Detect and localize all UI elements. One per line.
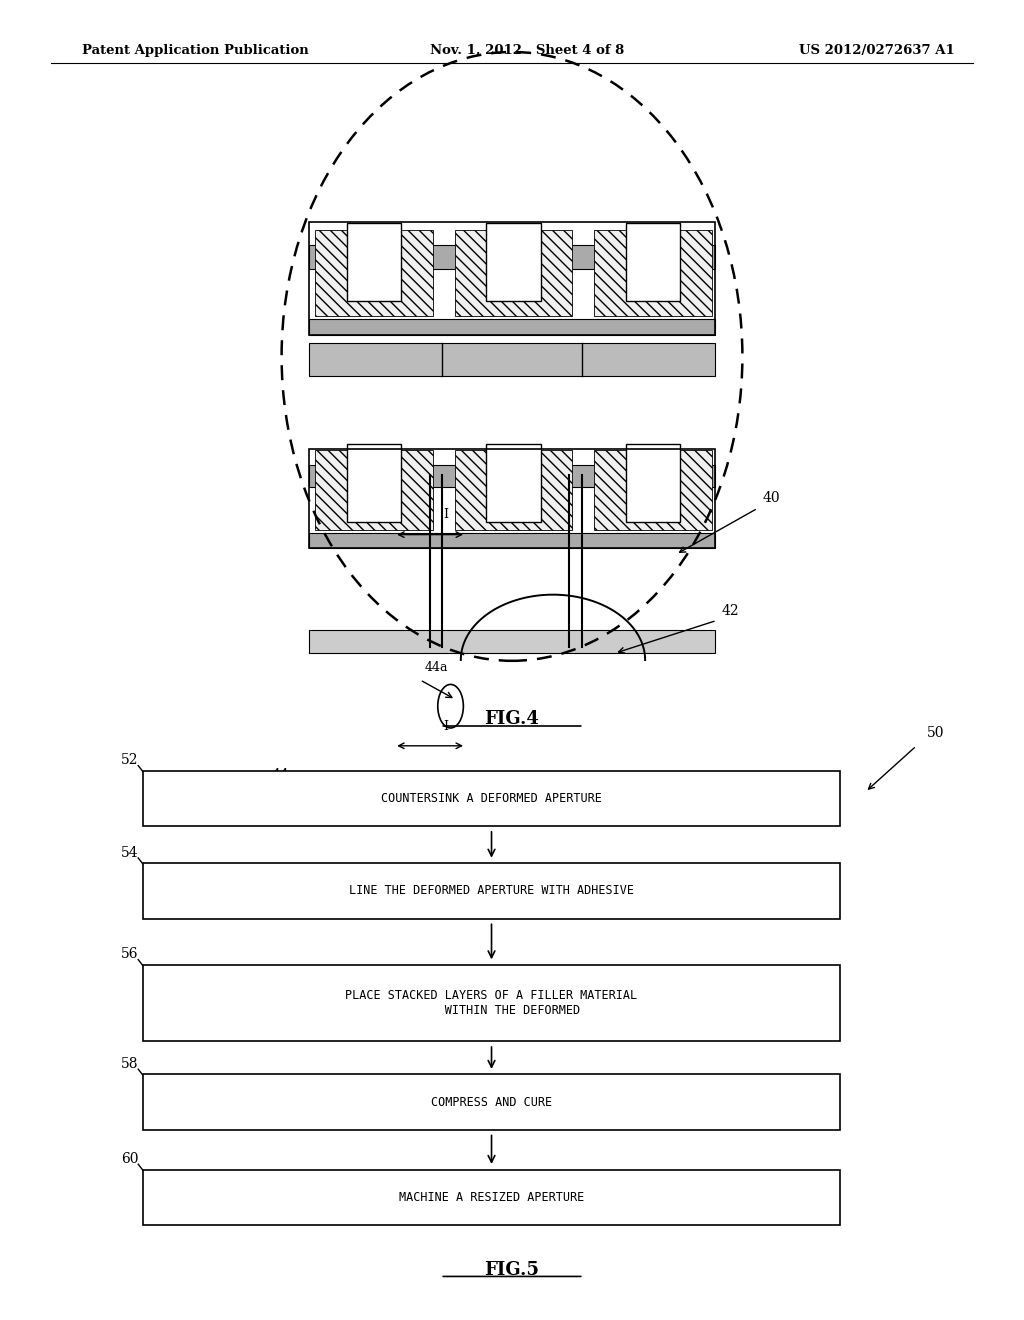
- Bar: [309, 465, 715, 487]
- Text: 56: 56: [121, 948, 138, 961]
- Bar: [309, 319, 715, 335]
- Bar: [309, 533, 715, 548]
- Text: LINE THE DEFORMED APERTURE WITH ADHESIVE: LINE THE DEFORMED APERTURE WITH ADHESIVE: [349, 884, 634, 898]
- FancyBboxPatch shape: [143, 1170, 840, 1225]
- Bar: [455, 450, 572, 531]
- Bar: [315, 230, 433, 317]
- Bar: [309, 246, 715, 269]
- Text: Nov. 1, 2012   Sheet 4 of 8: Nov. 1, 2012 Sheet 4 of 8: [430, 44, 625, 57]
- Bar: [486, 223, 541, 301]
- Bar: [347, 445, 401, 521]
- Text: 44: 44: [271, 768, 289, 781]
- Bar: [594, 230, 712, 317]
- Bar: [309, 222, 715, 335]
- Bar: [347, 223, 401, 301]
- FancyBboxPatch shape: [143, 965, 840, 1041]
- Bar: [486, 445, 541, 521]
- Text: PLACE STACKED LAYERS OF A FILLER MATERIAL
      WITHIN THE DEFORMED: PLACE STACKED LAYERS OF A FILLER MATERIA…: [345, 989, 638, 1018]
- Text: FIG.4: FIG.4: [484, 710, 540, 729]
- Text: 52: 52: [121, 754, 138, 767]
- Text: 54: 54: [121, 846, 138, 859]
- Text: 40: 40: [763, 491, 780, 504]
- Text: FIG.5: FIG.5: [484, 1261, 540, 1279]
- Text: 58: 58: [121, 1057, 138, 1071]
- Bar: [309, 630, 715, 653]
- Text: Patent Application Publication: Patent Application Publication: [82, 44, 308, 57]
- Text: 44a: 44a: [425, 660, 449, 673]
- Text: 42: 42: [722, 605, 739, 618]
- Text: COMPRESS AND CURE: COMPRESS AND CURE: [431, 1096, 552, 1109]
- Text: US 2012/0272637 A1: US 2012/0272637 A1: [799, 44, 954, 57]
- FancyBboxPatch shape: [143, 863, 840, 919]
- Bar: [455, 230, 572, 317]
- Text: 60: 60: [121, 1152, 138, 1166]
- Bar: [626, 445, 680, 521]
- FancyBboxPatch shape: [143, 771, 840, 826]
- FancyBboxPatch shape: [143, 1074, 840, 1130]
- Text: I: I: [443, 719, 447, 733]
- Text: COUNTERSINK A DEFORMED APERTURE: COUNTERSINK A DEFORMED APERTURE: [381, 792, 602, 805]
- Bar: [594, 450, 712, 531]
- Text: I: I: [443, 508, 447, 521]
- Bar: [309, 343, 715, 376]
- Bar: [626, 223, 680, 301]
- Text: 50: 50: [927, 726, 944, 739]
- Bar: [309, 449, 715, 548]
- Text: MACHINE A RESIZED APERTURE: MACHINE A RESIZED APERTURE: [399, 1191, 584, 1204]
- Bar: [315, 450, 433, 531]
